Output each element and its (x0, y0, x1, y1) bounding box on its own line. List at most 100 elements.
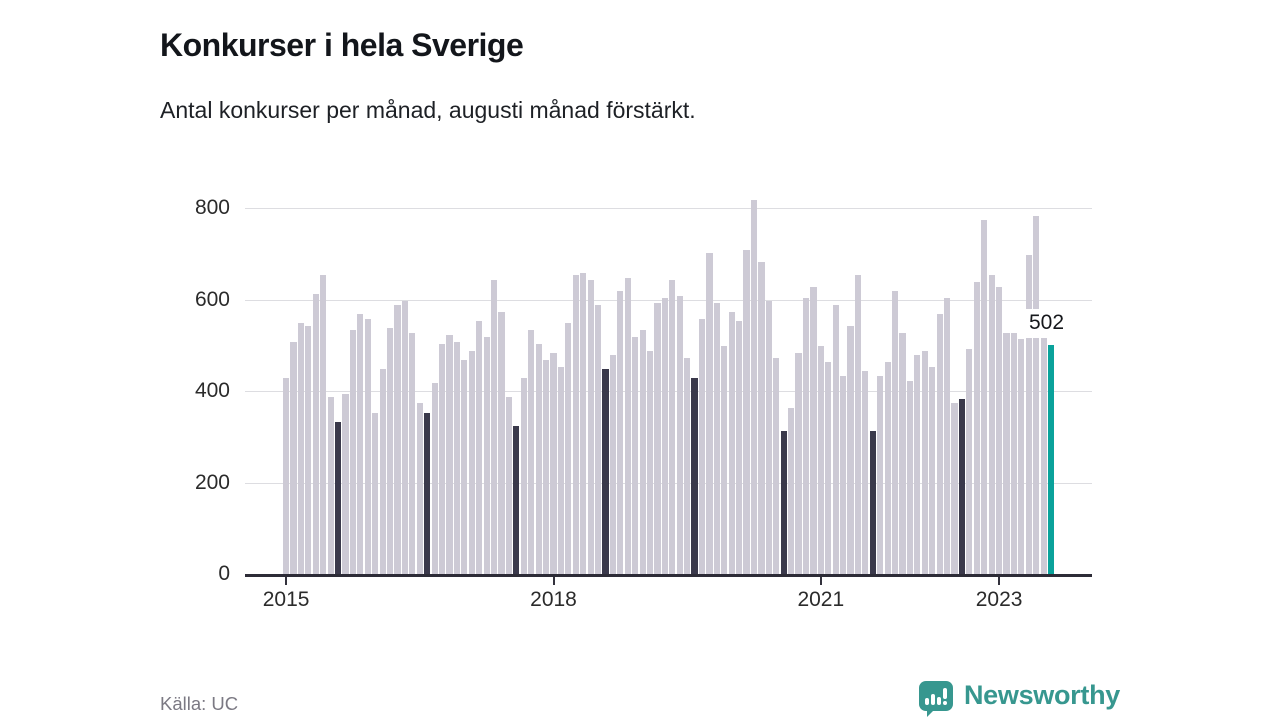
newsworthy-wordmark: Newsworthy (963, 680, 1120, 710)
bar (832, 305, 839, 575)
chart-title: Konkurser i hela Sverige (160, 27, 524, 64)
bar (542, 360, 550, 575)
bar (743, 250, 750, 575)
bar (788, 408, 795, 575)
bar-august (780, 430, 787, 575)
bar (520, 378, 527, 575)
bar (862, 371, 869, 575)
x-axis-tick-2018 (552, 577, 555, 585)
bar (476, 321, 483, 575)
exclamation-dot (942, 700, 947, 705)
icon-bar (924, 697, 929, 705)
bar (951, 403, 958, 575)
bar (438, 344, 446, 575)
bar (1003, 332, 1010, 575)
bar (1033, 215, 1040, 575)
exclamation-stem (942, 687, 947, 699)
bar (795, 353, 802, 575)
gridline-600 (245, 299, 1092, 301)
bar (802, 298, 810, 575)
bar (490, 279, 498, 575)
bar (773, 357, 780, 575)
y-axis-label-200: 200 (194, 470, 230, 494)
bar (572, 275, 579, 575)
bar (906, 380, 914, 575)
bar (854, 275, 862, 575)
gridline-800 (245, 208, 1092, 209)
exclamation-icon (942, 687, 947, 705)
newsworthy-bar-chart-bubble-icon (918, 680, 953, 717)
bar (305, 325, 312, 575)
bar (676, 295, 683, 575)
bar (617, 291, 624, 575)
bar (357, 314, 364, 575)
bar (661, 298, 668, 575)
bar (728, 311, 735, 575)
bar-august (869, 430, 876, 575)
bar (973, 282, 980, 575)
bar (609, 355, 616, 575)
bar (283, 378, 290, 575)
bar (394, 305, 401, 575)
bar (379, 369, 386, 575)
gridline-200 (245, 482, 1092, 484)
bar (981, 220, 988, 575)
source-label: Källa: UC (160, 693, 239, 714)
bar (1010, 332, 1018, 575)
bar (364, 318, 371, 575)
bar (461, 360, 468, 575)
bar (431, 382, 438, 575)
y-axis-label-600: 600 (194, 287, 230, 311)
bar (587, 279, 594, 575)
bar (810, 286, 817, 575)
bar (892, 291, 899, 575)
x-axis-label-2018: 2018 (530, 588, 577, 611)
bar (1040, 334, 1047, 575)
bar (446, 334, 453, 575)
bar (632, 337, 639, 575)
bar (966, 348, 973, 575)
x-axis-label-2021: 2021 (797, 588, 845, 611)
bar (505, 396, 512, 575)
y-axis-label-0: 0 (218, 562, 230, 585)
bar (646, 350, 654, 575)
y-axis-label-400: 400 (194, 379, 230, 402)
icon-bar (930, 693, 935, 705)
bar (736, 321, 743, 575)
bar (758, 261, 765, 575)
newsworthy-logo: Newsworthy (918, 680, 1120, 717)
bar (416, 403, 423, 575)
bar (386, 327, 394, 575)
bar (765, 300, 772, 575)
bar (401, 300, 409, 575)
plot-area: 502 (245, 199, 1092, 577)
bar (498, 311, 505, 575)
bar (320, 275, 327, 575)
bar (1025, 254, 1032, 575)
bar (528, 330, 535, 575)
bar (453, 341, 460, 575)
icon-bar (936, 696, 941, 705)
bar (877, 376, 884, 575)
bar (721, 346, 728, 575)
bar (825, 362, 832, 575)
bar (914, 355, 921, 575)
bar (921, 350, 928, 575)
bar (327, 396, 334, 575)
bar-august (424, 412, 431, 575)
chart-subtitle: Antal konkurser per månad, augusti månad… (160, 97, 696, 123)
bar (698, 318, 706, 575)
bar-august (602, 369, 609, 575)
bar (884, 362, 891, 575)
bar (594, 305, 602, 575)
bar (565, 323, 572, 575)
bar-august (513, 426, 520, 575)
bar (995, 286, 1003, 575)
bar (580, 273, 587, 575)
bar (409, 332, 416, 575)
bar-current-august (1047, 345, 1055, 575)
bar (290, 341, 297, 575)
bar (899, 332, 906, 575)
bar (342, 394, 349, 575)
x-axis-label-2023: 2023 (975, 588, 1023, 611)
